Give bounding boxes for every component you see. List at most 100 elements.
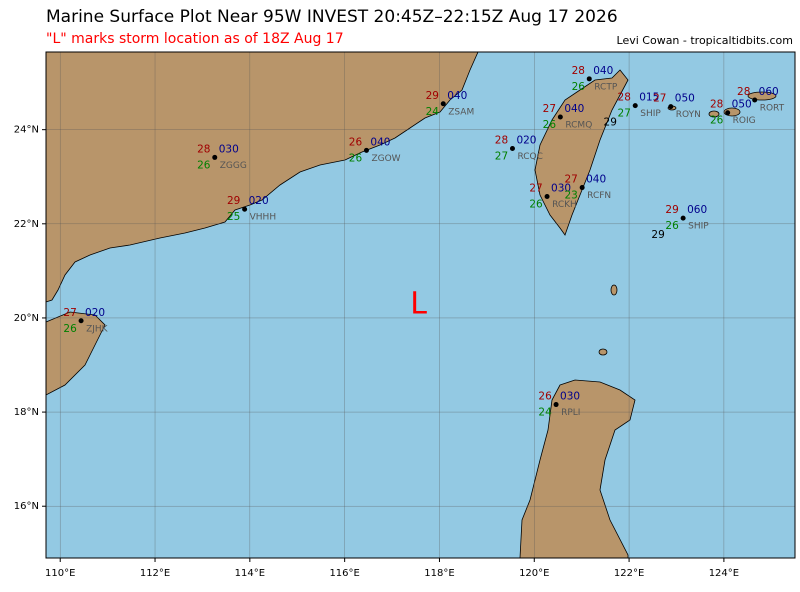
pressure-code: 040 xyxy=(564,103,584,115)
station-dot xyxy=(553,402,559,408)
station-dot xyxy=(668,104,674,110)
station-dot xyxy=(509,145,515,151)
pressure-code: 030 xyxy=(219,143,239,155)
station-id: RCQC xyxy=(517,152,542,162)
station-dot xyxy=(586,76,592,82)
x-tick-label: 122°E xyxy=(614,568,644,579)
station-id: ZGGG xyxy=(220,161,247,171)
luzon xyxy=(519,379,636,559)
island xyxy=(708,110,720,118)
station-id: ZGOW xyxy=(371,154,400,164)
pressure-code: 060 xyxy=(687,204,707,216)
temperature: 28 xyxy=(495,134,508,146)
dewpoint: 26 xyxy=(665,220,679,232)
temperature: 29 xyxy=(426,90,439,102)
dewpoint: 25 xyxy=(227,211,240,223)
station-dot xyxy=(440,101,446,107)
dewpoint: 27 xyxy=(495,150,508,162)
station-id: ZJHK xyxy=(86,324,109,334)
station-id: RCKH xyxy=(552,200,577,210)
station-id: RCFN xyxy=(587,191,611,201)
station-dot xyxy=(725,110,731,116)
pressure-code: 050 xyxy=(675,93,695,105)
y-tick-label: 24°N xyxy=(14,125,39,136)
y-tick-label: 18°N xyxy=(14,407,39,418)
y-tick-label: 16°N xyxy=(14,501,39,512)
station-dot xyxy=(363,147,369,153)
pressure-code: 040 xyxy=(370,136,390,148)
title: Marine Surface Plot Near 95W INVEST 20:4… xyxy=(46,7,618,27)
credit: Levi Cowan - tropicaltidbits.com xyxy=(617,34,793,47)
storm-low: L xyxy=(410,286,427,321)
map-frame xyxy=(45,51,796,559)
mainland xyxy=(45,51,479,303)
temperature: 28 xyxy=(737,86,750,98)
dewpoint: 26 xyxy=(529,199,543,211)
x-tick-label: 110°E xyxy=(45,568,75,579)
temperature: 29 xyxy=(227,195,240,207)
dewpoint: 26 xyxy=(197,159,211,171)
temperature: 26 xyxy=(538,391,552,403)
taiwan xyxy=(534,69,629,236)
grid xyxy=(46,52,795,558)
station-dot xyxy=(544,194,550,200)
pressure-code: 040 xyxy=(593,65,613,77)
dewpoint: 26 xyxy=(63,323,77,335)
dewpoint: 26 xyxy=(543,119,557,131)
pressure-code: 020 xyxy=(516,134,536,146)
station-id: ZSAM xyxy=(448,107,474,117)
station-extra: 29 xyxy=(604,117,617,129)
station-id: SHIP xyxy=(640,109,661,119)
station-dot xyxy=(680,215,686,221)
station-extra: 29 xyxy=(651,229,664,241)
temperature: 26 xyxy=(349,136,363,148)
station-dot xyxy=(579,185,585,191)
temperature: 28 xyxy=(572,65,585,77)
temperature: 27 xyxy=(653,93,666,105)
dewpoint: 26 xyxy=(710,115,724,127)
station-id: RCTP xyxy=(594,82,618,92)
pressure-code: 050 xyxy=(732,99,752,111)
pressure-code: 020 xyxy=(249,195,269,207)
temperature: 27 xyxy=(63,307,76,319)
hainan xyxy=(45,311,106,396)
temperature: 29 xyxy=(665,204,678,216)
dewpoint: 24 xyxy=(426,106,440,118)
island xyxy=(610,284,618,296)
pressure-code: 030 xyxy=(560,391,580,403)
x-tick-label: 124°E xyxy=(709,568,739,579)
station-id: ROIG xyxy=(733,116,756,126)
temperature: 27 xyxy=(529,183,542,195)
station-id: VHHH xyxy=(250,213,276,223)
station-dot xyxy=(242,206,248,212)
y-tick-label: 22°N xyxy=(14,219,39,230)
x-tick-label: 120°E xyxy=(519,568,549,579)
y-tick-label: 20°N xyxy=(14,313,39,324)
x-tick-label: 114°E xyxy=(235,568,265,579)
dewpoint: 27 xyxy=(618,108,631,120)
temperature: 27 xyxy=(564,174,577,186)
station-id: RORT xyxy=(760,104,785,114)
station-dot xyxy=(752,97,758,103)
dewpoint: 26 xyxy=(349,152,363,164)
temperature: 27 xyxy=(543,103,556,115)
station-dot xyxy=(78,318,84,324)
island xyxy=(598,348,608,356)
temperature: 28 xyxy=(197,143,210,155)
station-id: RCMQ xyxy=(565,120,592,130)
station-dot xyxy=(557,114,563,120)
subtitle: "L" marks storm location as of 18Z Aug 1… xyxy=(46,31,344,47)
pressure-code: 040 xyxy=(586,174,606,186)
pressure-code: 020 xyxy=(85,307,105,319)
land xyxy=(45,51,777,559)
pressure-code: 030 xyxy=(551,183,571,195)
station-dot xyxy=(212,154,218,160)
dewpoint: 24 xyxy=(538,407,552,419)
dewpoint: 23 xyxy=(564,190,577,202)
pressure-code: 060 xyxy=(759,86,779,98)
x-tick-label: 116°E xyxy=(329,568,359,579)
station-id: ROYN xyxy=(676,110,701,120)
dewpoint: 26 xyxy=(572,81,586,93)
